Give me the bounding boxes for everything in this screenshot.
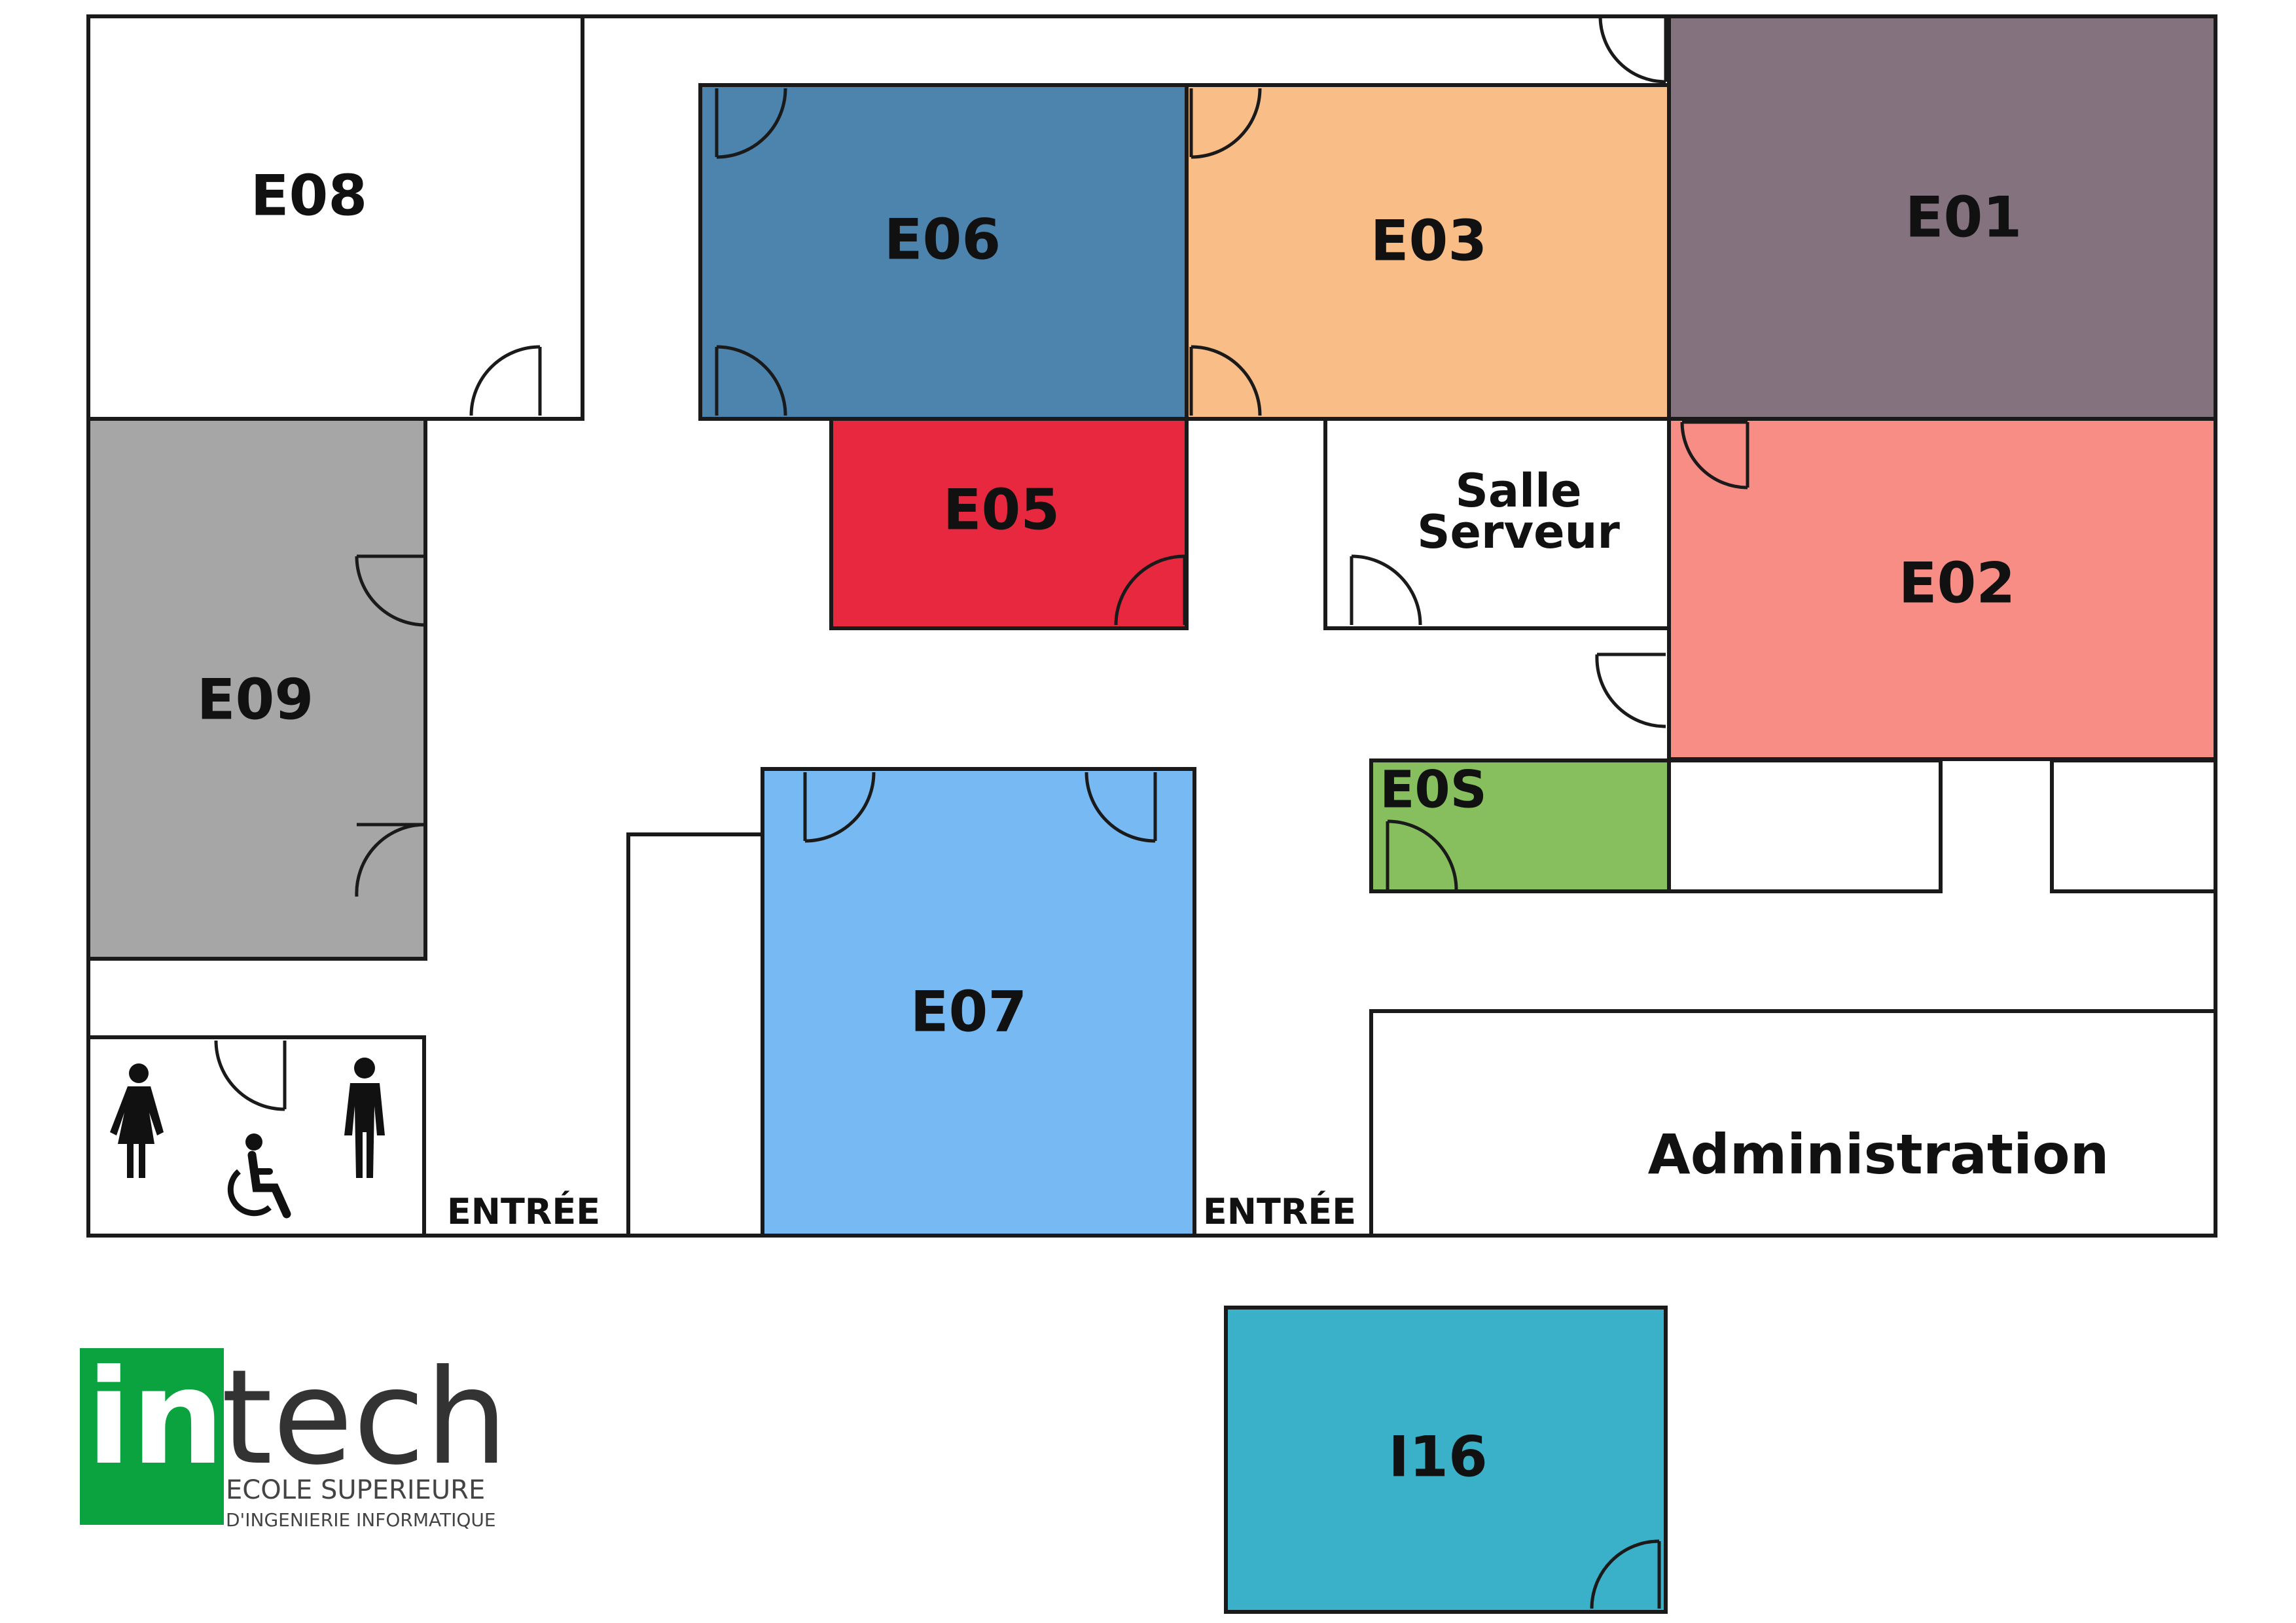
room-e01-label: E01 xyxy=(1905,185,2022,250)
logo-tech: tech xyxy=(221,1342,508,1494)
room-e03[interactable]: E03 xyxy=(1185,83,1671,421)
room-i16-label: I16 xyxy=(1388,1424,1488,1489)
wall-block xyxy=(626,832,764,1238)
door[interactable] xyxy=(1189,345,1262,416)
room-e01[interactable]: E01 xyxy=(1667,14,2217,421)
door[interactable] xyxy=(355,823,426,897)
room-e09-label: E09 xyxy=(197,667,314,732)
room-administration-label: Administration xyxy=(1648,1122,2109,1186)
room-e0s[interactable]: E0S xyxy=(1369,758,1671,893)
room-administration[interactable]: Administration xyxy=(1369,1009,2217,1238)
room-e06[interactable]: E06 xyxy=(698,83,1189,421)
door[interactable] xyxy=(1189,88,1262,159)
room-e08-label: E08 xyxy=(251,163,367,228)
logo-green-tile xyxy=(80,1348,224,1525)
room-e09[interactable]: E09 xyxy=(86,417,427,961)
door[interactable] xyxy=(1590,1539,1661,1609)
door[interactable] xyxy=(469,345,542,416)
room-e07-label: E07 xyxy=(910,979,1027,1044)
logo-subtitle-1: ECOLE SUPERIEURE xyxy=(226,1475,485,1505)
door[interactable] xyxy=(1680,420,1749,490)
man-icon xyxy=(344,1058,385,1178)
door[interactable] xyxy=(1350,554,1422,626)
room-salle-serveur[interactable]: Salle Serveur xyxy=(1323,417,1671,630)
door[interactable] xyxy=(715,345,787,416)
woman-icon xyxy=(110,1063,164,1178)
storage-room xyxy=(2050,758,2217,893)
door[interactable] xyxy=(1114,554,1187,626)
room-i16[interactable]: I16 xyxy=(1224,1306,1668,1614)
door[interactable] xyxy=(214,1040,287,1111)
room-e02-label: E02 xyxy=(1899,550,2015,616)
room-e05[interactable]: E05 xyxy=(829,417,1189,630)
door[interactable] xyxy=(1595,652,1666,728)
door[interactable] xyxy=(1085,772,1157,843)
door[interactable] xyxy=(803,772,876,843)
entrance-label: ENTRÉE xyxy=(447,1191,600,1232)
storage-room xyxy=(1667,758,1943,893)
restrooms[interactable] xyxy=(86,1035,426,1238)
door[interactable] xyxy=(1386,819,1458,891)
room-e02[interactable]: E02 xyxy=(1667,417,2217,761)
room-e07[interactable]: E07 xyxy=(761,767,1196,1238)
door[interactable] xyxy=(1598,16,1668,84)
intech-logo: in tech ECOLE SUPERIEURE D'INGENIERIE IN… xyxy=(80,1342,508,1531)
door[interactable] xyxy=(355,554,426,627)
room-e03-label: E03 xyxy=(1371,208,1487,274)
room-e05-label: E05 xyxy=(943,477,1060,543)
room-e08[interactable]: E08 xyxy=(86,14,584,421)
door[interactable] xyxy=(715,88,787,159)
logo-in: in xyxy=(86,1342,224,1494)
room-e0s-label: E0S xyxy=(1380,760,1487,819)
wheelchair-icon xyxy=(227,1133,291,1219)
room-salle-serveur-label-line1: Salle xyxy=(1455,464,1581,518)
doors xyxy=(214,16,1749,1609)
logo-subtitle-2: D'INGENIERIE INFORMATIQUE xyxy=(226,1509,496,1531)
room-e06-label: E06 xyxy=(884,207,1001,272)
entrance-label: ENTRÉE xyxy=(1203,1191,1356,1232)
room-salle-serveur-label-line2: Serveur xyxy=(1417,505,1620,559)
